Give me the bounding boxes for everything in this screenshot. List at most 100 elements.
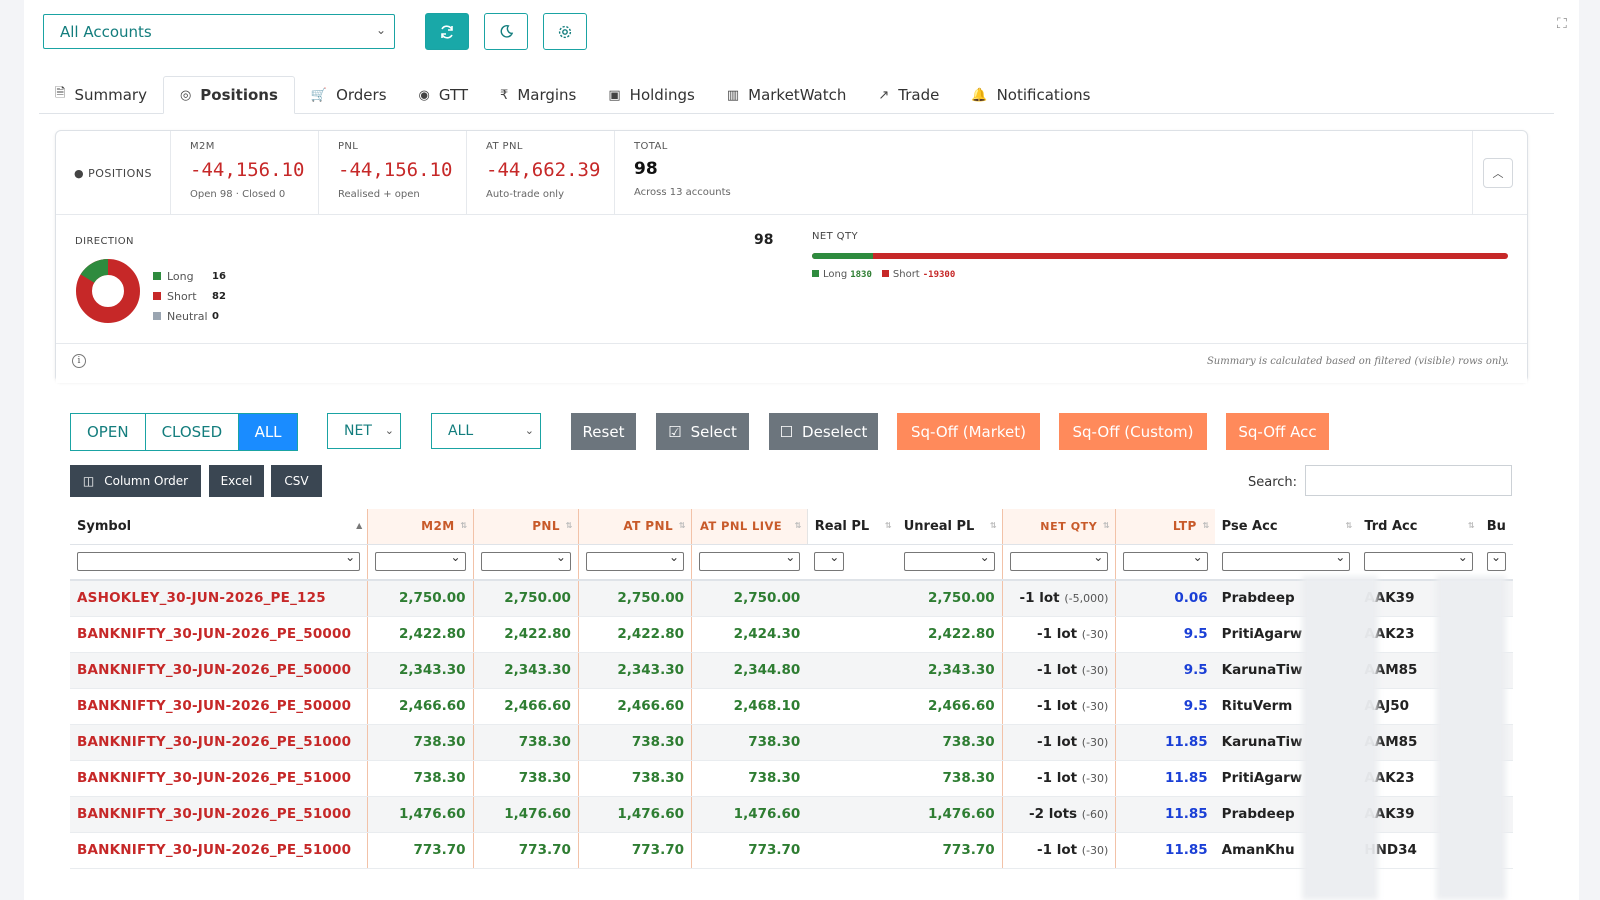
tab-margins[interactable]: ₹ Margins <box>484 76 592 114</box>
refresh-button[interactable] <box>425 13 469 50</box>
tab-orders[interactable]: 🛒 Orders <box>295 76 403 114</box>
csv-button[interactable]: CSV <box>271 465 322 497</box>
col-pnl[interactable]: PNL ⇅ <box>472 509 579 545</box>
filter-select-trd-acc[interactable] <box>1364 550 1473 572</box>
cell-net-qty: -1 lot (-30) <box>1001 760 1116 797</box>
search-input[interactable] <box>1305 465 1512 496</box>
table-row[interactable]: BANKNIFTY_30-JUN-2026_PE_50000 2,343.30 2,… <box>70 652 1513 689</box>
cell-net-qty: -1 lot (-5,000) <box>1001 580 1116 617</box>
qty-lots: -1 lot <box>1037 842 1078 858</box>
tab-positions[interactable]: ◎ Positions <box>162 76 295 114</box>
tab-marketwatch[interactable]: ▥ MarketWatch <box>711 76 863 114</box>
select-button[interactable]: ☑ Select <box>656 413 749 450</box>
col-ltp[interactable]: LTP ⇅ <box>1115 509 1215 545</box>
sort-icon: ⇅ <box>1468 521 1475 530</box>
type-select[interactable]: ALL ⌄ <box>431 413 541 449</box>
metric-value: -44,156.10 <box>190 159 305 181</box>
filter-select-bu[interactable] <box>1486 550 1506 572</box>
col-label: NET QTY <box>1040 519 1098 533</box>
col-label: Bu <box>1486 518 1506 534</box>
rupee-icon: ₹ <box>500 87 509 103</box>
table-row[interactable]: ASHOKLEY_30-JUN-2026_PE_125 2,750.00 2,750… <box>70 580 1513 617</box>
column-order-button[interactable]: ◫ Column Order <box>70 465 201 497</box>
legend-count: 16 <box>212 270 226 282</box>
filter-select-unreal-pl[interactable] <box>903 550 995 572</box>
theme-toggle-button[interactable] <box>484 13 528 50</box>
table-row[interactable]: BANKNIFTY_30-JUN-2026_PE_51000 773.70 773.… <box>70 832 1513 869</box>
cell-net-qty: -2 lots (-60) <box>1001 796 1116 833</box>
fullscreen-icon[interactable]: ⛶ <box>1557 16 1567 32</box>
filter-select-real-pl[interactable] <box>814 550 845 572</box>
filter-select-pse-acc[interactable] <box>1221 550 1351 572</box>
cell-at-pnl: 2,422.80 <box>577 616 692 653</box>
cell-at-pnl-live: 738.30 <box>691 724 808 761</box>
excel-button[interactable]: Excel <box>209 465 264 497</box>
tab-gtt[interactable]: ◉ GTT <box>403 76 485 114</box>
table-row[interactable]: BANKNIFTY_30-JUN-2026_PE_50000 2,466.60 2,… <box>70 688 1513 725</box>
table-row[interactable]: BANKNIFTY_30-JUN-2026_PE_50000 2,422.80 2,… <box>70 616 1513 653</box>
csv-label: CSV <box>284 474 309 488</box>
target-icon: ◉ <box>418 87 430 103</box>
tab-summary[interactable]: 🗎 Summary <box>39 76 163 114</box>
filter-select-at-pnl[interactable] <box>585 550 684 572</box>
col-trd-acc[interactable]: Trd Acc ⇅ <box>1357 509 1480 545</box>
qty-units: (-30) <box>1081 628 1109 641</box>
col-m2m[interactable]: M2M ⇅ <box>367 509 474 545</box>
columns-icon: ◫ <box>82 474 95 488</box>
col-at-pnl-live[interactable]: AT PNL LIVE ⇅ <box>691 509 808 545</box>
filter-select-ltp[interactable] <box>1123 550 1208 572</box>
tab-holdings[interactable]: ▣ Holdings <box>592 76 710 114</box>
cell-ltp: 11.85 <box>1115 832 1215 869</box>
filter-row <box>70 544 1513 581</box>
col-bu[interactable]: Bu <box>1479 509 1513 545</box>
collapse-button[interactable]: ︿ <box>1483 158 1513 188</box>
account-select[interactable]: All Accounts ⌄ <box>43 14 395 49</box>
chevron-down-icon: ⌄ <box>375 23 386 37</box>
filter-cell <box>807 544 897 581</box>
metric-title: PNL <box>338 141 359 152</box>
filter-select-net-qty[interactable] <box>1009 550 1109 572</box>
settings-button[interactable] <box>543 13 587 50</box>
net-qty-long-fill <box>812 253 873 259</box>
filter-select-symbol[interactable] <box>77 550 361 572</box>
col-net-qty[interactable]: NET QTY ⇅ <box>1001 509 1116 545</box>
cell-real-pl <box>807 616 897 653</box>
col-real-pl[interactable]: Real PL ⇅ <box>806 509 897 545</box>
filter-cell <box>896 544 1003 581</box>
qty-lots: -1 lot <box>1037 626 1078 642</box>
reset-button[interactable]: Reset <box>571 413 636 450</box>
cell-unreal-pl: 2,343.30 <box>896 652 1003 689</box>
table-row[interactable]: BANKNIFTY_30-JUN-2026_PE_51000 1,476.60 1,… <box>70 796 1513 833</box>
table-row[interactable]: BANKNIFTY_30-JUN-2026_PE_51000 738.30 738.… <box>70 760 1513 797</box>
qty-units: (-30) <box>1081 844 1109 857</box>
table-row[interactable]: BANKNIFTY_30-JUN-2026_PE_51000 738.30 738.… <box>70 724 1513 761</box>
tab-notifications[interactable]: 🔔 Notifications <box>955 76 1106 114</box>
bar-chart-icon: ▥ <box>726 87 740 103</box>
filter-open-button[interactable]: OPEN <box>87 423 129 441</box>
col-at-pnl[interactable]: AT PNL ⇅ <box>577 509 692 545</box>
cell-at-pnl: 2,343.30 <box>577 652 692 689</box>
deselect-button[interactable]: ☐ Deselect <box>769 413 878 450</box>
col-pse-acc[interactable]: Pse Acc ⇅ <box>1214 509 1358 545</box>
filter-closed-button[interactable]: CLOSED <box>144 414 238 450</box>
filter-select-m2m[interactable] <box>375 550 466 572</box>
info-icon[interactable]: i <box>72 354 86 368</box>
direction-legend: Long 16 Short 82 Neutral 0 <box>153 266 226 326</box>
col-unreal-pl[interactable]: Unreal PL ⇅ <box>896 509 1003 545</box>
filter-select-at-pnl-live[interactable] <box>699 550 801 572</box>
col-symbol[interactable]: Symbol ▲ <box>70 509 368 545</box>
tab-label: GTT <box>438 86 469 104</box>
redaction-blur <box>1436 576 1506 900</box>
filter-all-button[interactable]: ALL <box>237 414 297 450</box>
tab-trade[interactable]: ↗ Trade <box>862 76 955 114</box>
positions-summary-card: ● POSITIONS M2M -44,156.10 Open 98 · Clo… <box>55 130 1528 383</box>
sqoff-market-button[interactable]: Sq-Off (Market) <box>897 413 1040 450</box>
net-select[interactable]: NET ⌄ <box>327 413 401 449</box>
sqoff-custom-button[interactable]: Sq-Off (Custom) <box>1059 413 1207 450</box>
legend-swatch <box>881 270 889 277</box>
search-label: Search: <box>1248 475 1298 490</box>
summary-label: ● POSITIONS <box>74 167 152 180</box>
qty-units: (-5,000) <box>1064 592 1109 606</box>
sqoff-acc-button[interactable]: Sq-Off Acc <box>1226 413 1329 450</box>
filter-select-pnl[interactable] <box>480 550 571 572</box>
